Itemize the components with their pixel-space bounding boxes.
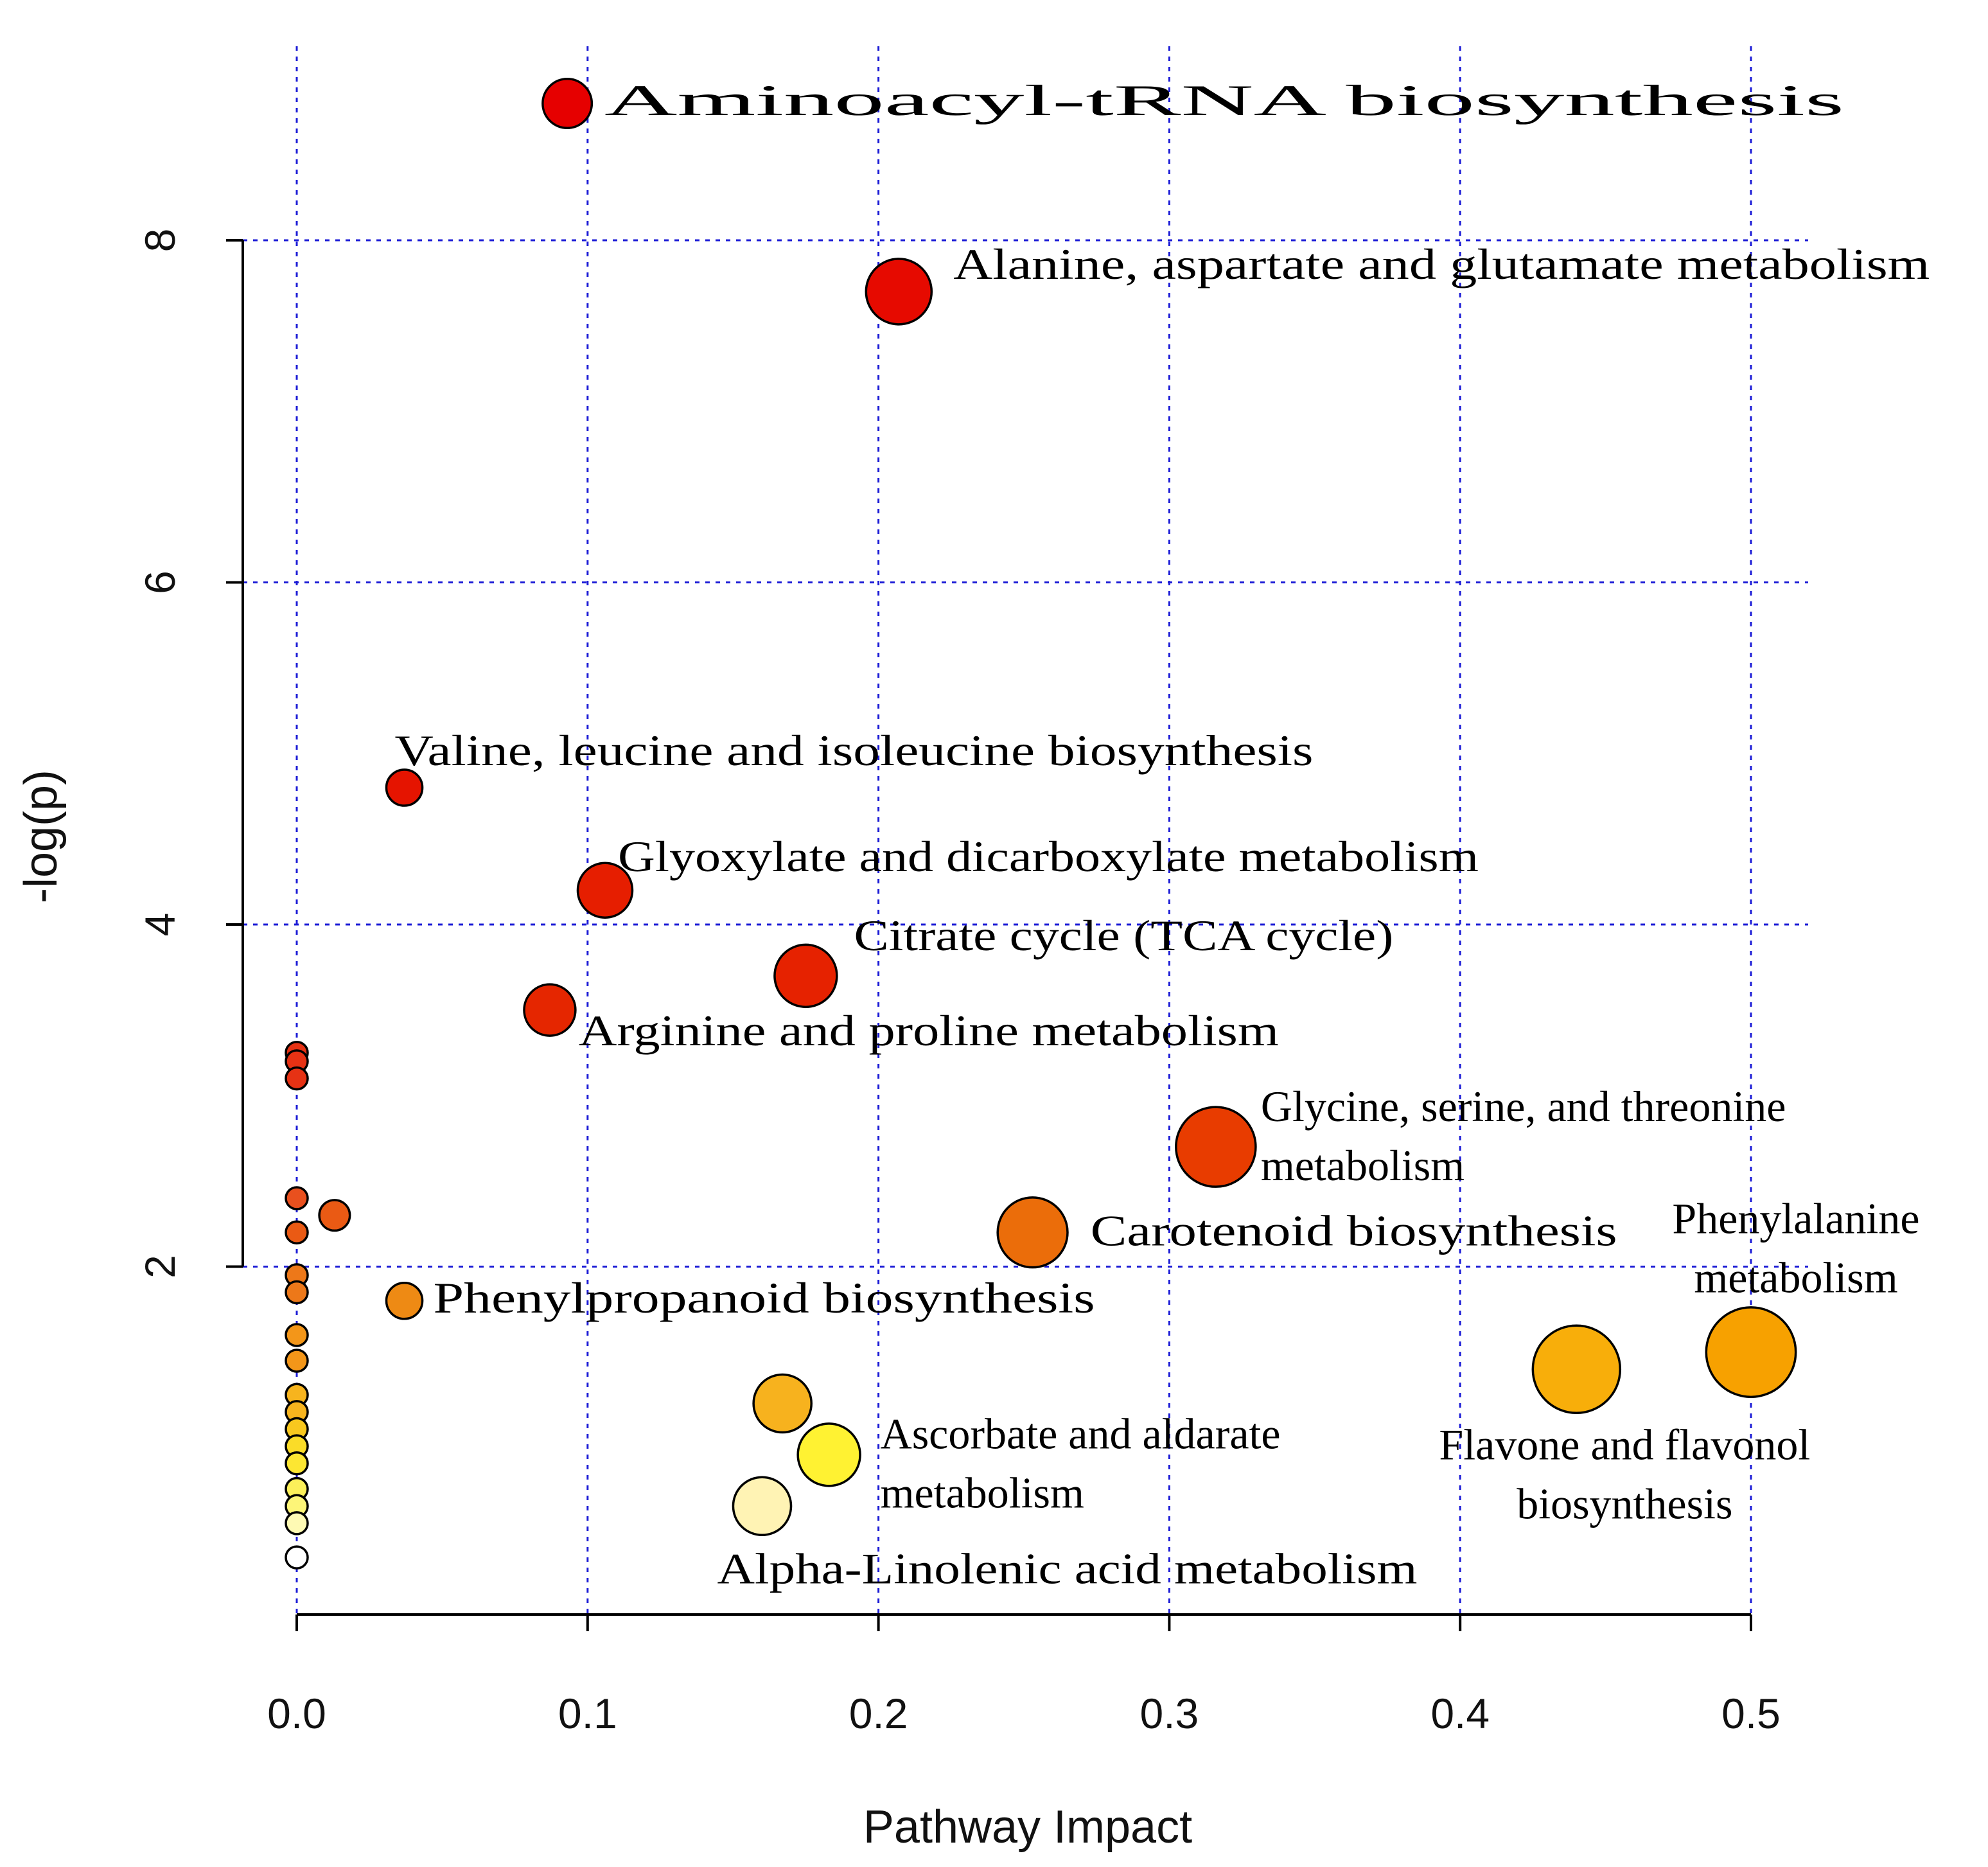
pathway-point <box>576 862 634 919</box>
x-tick-label: 0.0 <box>267 1690 326 1737</box>
pathway-label: Phenylalanine metabolism <box>1672 1194 1919 1302</box>
y-tick-label: 2 <box>136 1255 184 1279</box>
pathway-point <box>285 1545 309 1570</box>
pathway-label: Valine, leucine and isoleucine biosynthe… <box>395 726 1314 775</box>
pathway-point <box>1705 1306 1797 1399</box>
x-tick-label: 0.4 <box>1430 1690 1490 1737</box>
pathway-point <box>285 1511 309 1535</box>
pathway-point <box>285 1323 309 1347</box>
pathway-label: Aminoacyl-tRNA biosynthesis <box>604 76 1844 125</box>
pathway-label: Alanine, aspartate and glutamate metabol… <box>953 240 1930 288</box>
point-labels: Aminoacyl-tRNA biosynthesis Alanine, aspa… <box>395 76 1930 1593</box>
pathway-point <box>752 1373 813 1434</box>
pathway-point <box>285 1280 309 1305</box>
pathway-point <box>523 983 577 1037</box>
pathway-label: Glyoxylate and dicarboxylate metabolism <box>618 832 1479 881</box>
pathway-label: Arginine and proline metabolism <box>579 1006 1279 1055</box>
pathway-point <box>1531 1324 1622 1414</box>
pathway-point <box>1175 1106 1257 1188</box>
pathway-label: Ascorbate and aldarate metabolism <box>881 1409 1281 1517</box>
y-tick-label: 8 <box>136 229 184 252</box>
pathway-point <box>285 1451 309 1476</box>
pathway-label: Glycine, serine, and threonine metabolism <box>1261 1082 1786 1190</box>
pathway-label: Carotenoid biosynthesis <box>1091 1206 1617 1255</box>
y-tick-label: 4 <box>136 913 184 937</box>
x-axis-title: Pathway Impact <box>863 1801 1192 1853</box>
data-points <box>285 78 1797 1570</box>
pathway-point <box>285 1066 309 1091</box>
pathway-point <box>385 1281 424 1320</box>
x-tick-label: 0.5 <box>1721 1690 1781 1737</box>
ticks: 0.0 0.1 0.2 0.3 0.4 0.5 2 4 6 8 <box>136 229 1781 1737</box>
pathway-point <box>865 258 933 326</box>
y-tick-label: 6 <box>136 571 184 594</box>
pathway-label: Flavone and flavonol biosynthesis <box>1439 1420 1810 1528</box>
axes <box>242 240 1751 1616</box>
pathway-label: Citrate cycle (TCA cycle) <box>854 911 1393 960</box>
pathway-point <box>541 78 594 129</box>
x-tick-label: 0.2 <box>849 1690 908 1737</box>
pathway-point <box>318 1199 351 1232</box>
y-axis-title: -log(p) <box>15 770 67 903</box>
pathway-point <box>773 943 838 1009</box>
pathway-point <box>996 1196 1069 1269</box>
x-tick-label: 0.1 <box>558 1690 617 1737</box>
pathway-point <box>285 1186 309 1210</box>
pathway-point <box>796 1422 861 1487</box>
pathway-point <box>385 768 424 807</box>
pathway-label: Alpha-Linolenic acid metabolism <box>717 1544 1417 1593</box>
pathway-label: Phenylpropanoid biosynthesis <box>434 1273 1095 1322</box>
pathway-point <box>285 1220 309 1244</box>
x-tick-label: 0.3 <box>1140 1690 1199 1737</box>
pathway-point <box>732 1476 793 1537</box>
pathway-point <box>285 1349 309 1373</box>
